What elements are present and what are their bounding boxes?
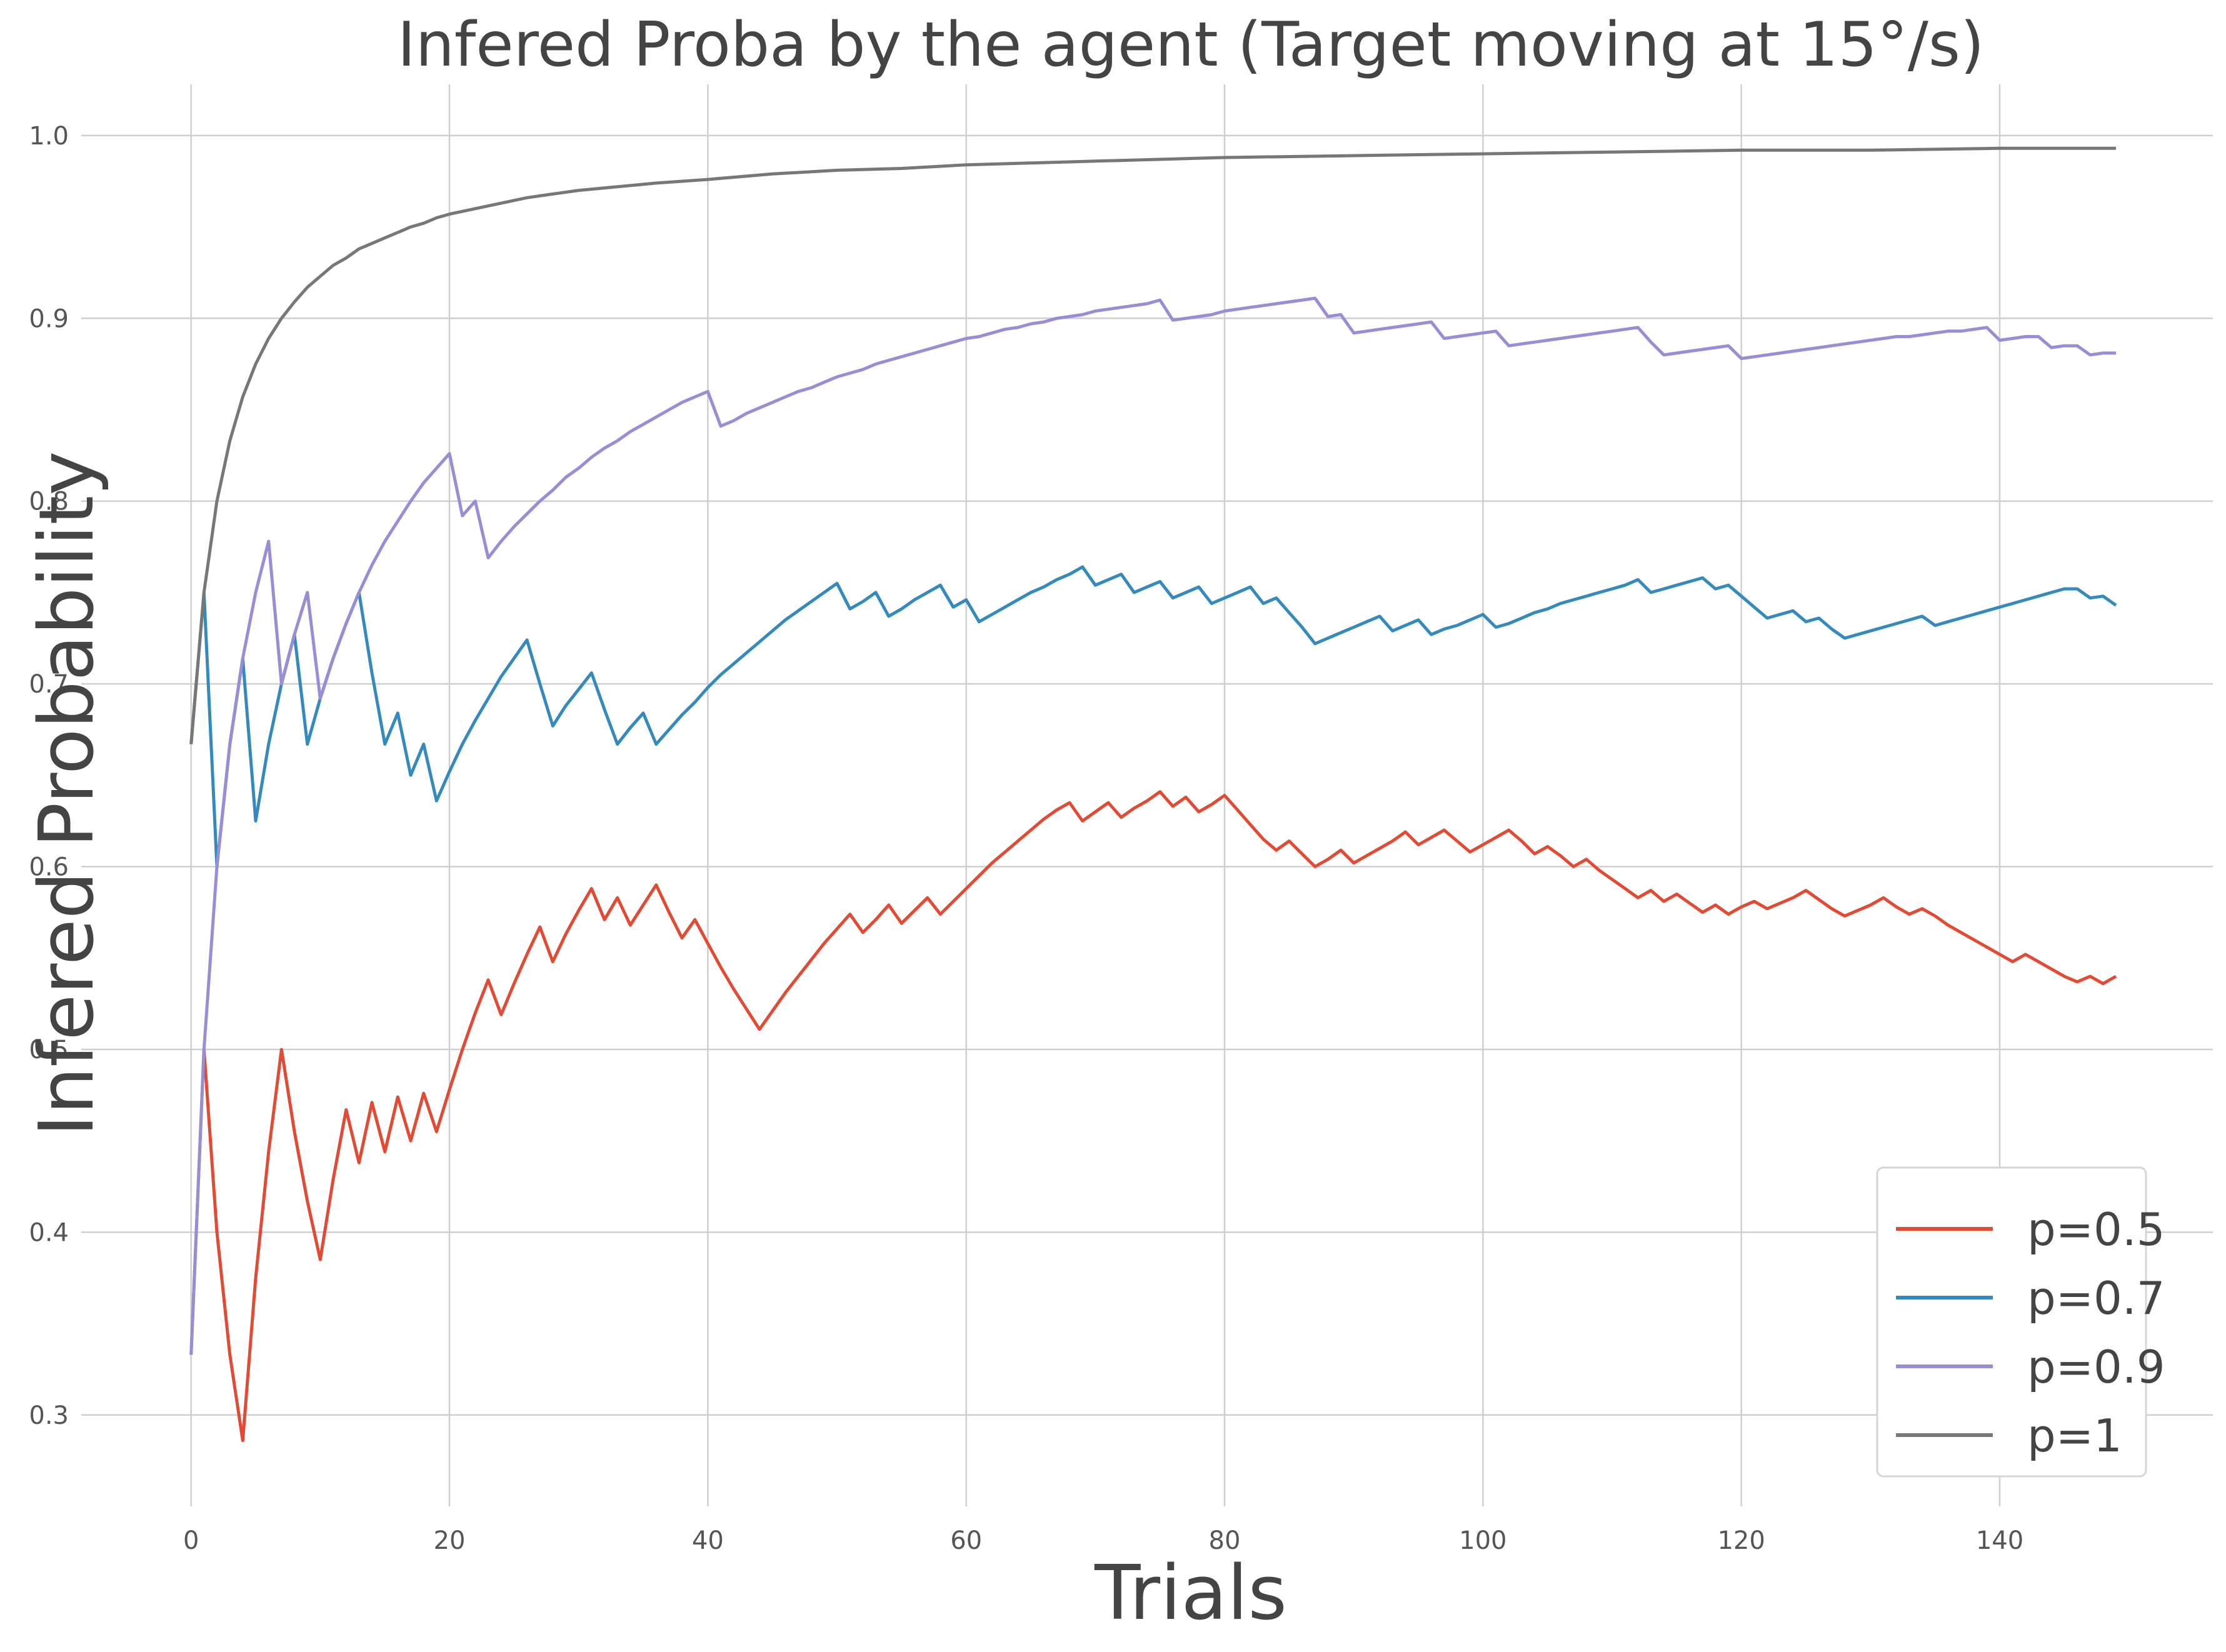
y-tick-label: 0.3 — [29, 1401, 69, 1430]
legend-label: p=1 — [2027, 1409, 2122, 1462]
legend-label: p=0.9 — [2027, 1341, 2165, 1393]
series-line-2 — [189, 296, 2116, 1355]
x-tick-label: 20 — [434, 1526, 466, 1555]
y-axis-label: Infered Probability — [24, 451, 111, 1137]
x-tick-label: 120 — [1717, 1526, 1765, 1555]
legend-label: p=0.7 — [2027, 1272, 2165, 1324]
legend-box — [1876, 1166, 2147, 1478]
x-tick-label: 140 — [1976, 1526, 2023, 1555]
legend: p=0.5 p=0.7 p=0.9 p=1 — [1876, 1166, 2165, 1478]
grid-lines — [81, 84, 2213, 1506]
y-tick-label: 0.7 — [29, 670, 69, 699]
y-tick-label: 1.0 — [29, 122, 69, 151]
y-tick-label: 0.6 — [29, 853, 69, 882]
series-line-1 — [189, 565, 2117, 868]
y-tick-label: 0.4 — [29, 1218, 69, 1247]
y-tick-label: 0.8 — [29, 488, 69, 516]
x-tick-label: 60 — [950, 1526, 982, 1555]
x-axis-label: Trials — [1094, 1550, 1287, 1637]
x-tick-label: 100 — [1459, 1526, 1507, 1555]
series-line-0 — [189, 790, 2117, 1443]
y-tick-label: 0.5 — [29, 1036, 69, 1064]
legend-label: p=0.5 — [2027, 1203, 2165, 1256]
x-tick-label: 0 — [183, 1526, 199, 1555]
x-tick-label: 80 — [1209, 1526, 1241, 1555]
chart-title: Infered Proba by the agent (Target movin… — [398, 9, 1984, 81]
y-tick-labels: 0.3 0.4 0.5 0.6 0.7 0.8 0.9 1.0 — [29, 122, 69, 1430]
series-lines — [189, 146, 2117, 1443]
y-tick-label: 0.9 — [29, 304, 69, 333]
x-tick-label: 40 — [692, 1526, 724, 1555]
x-tick-labels: 0 20 40 60 80 100 120 140 — [183, 1526, 2023, 1555]
series-line-3 — [189, 146, 2116, 744]
